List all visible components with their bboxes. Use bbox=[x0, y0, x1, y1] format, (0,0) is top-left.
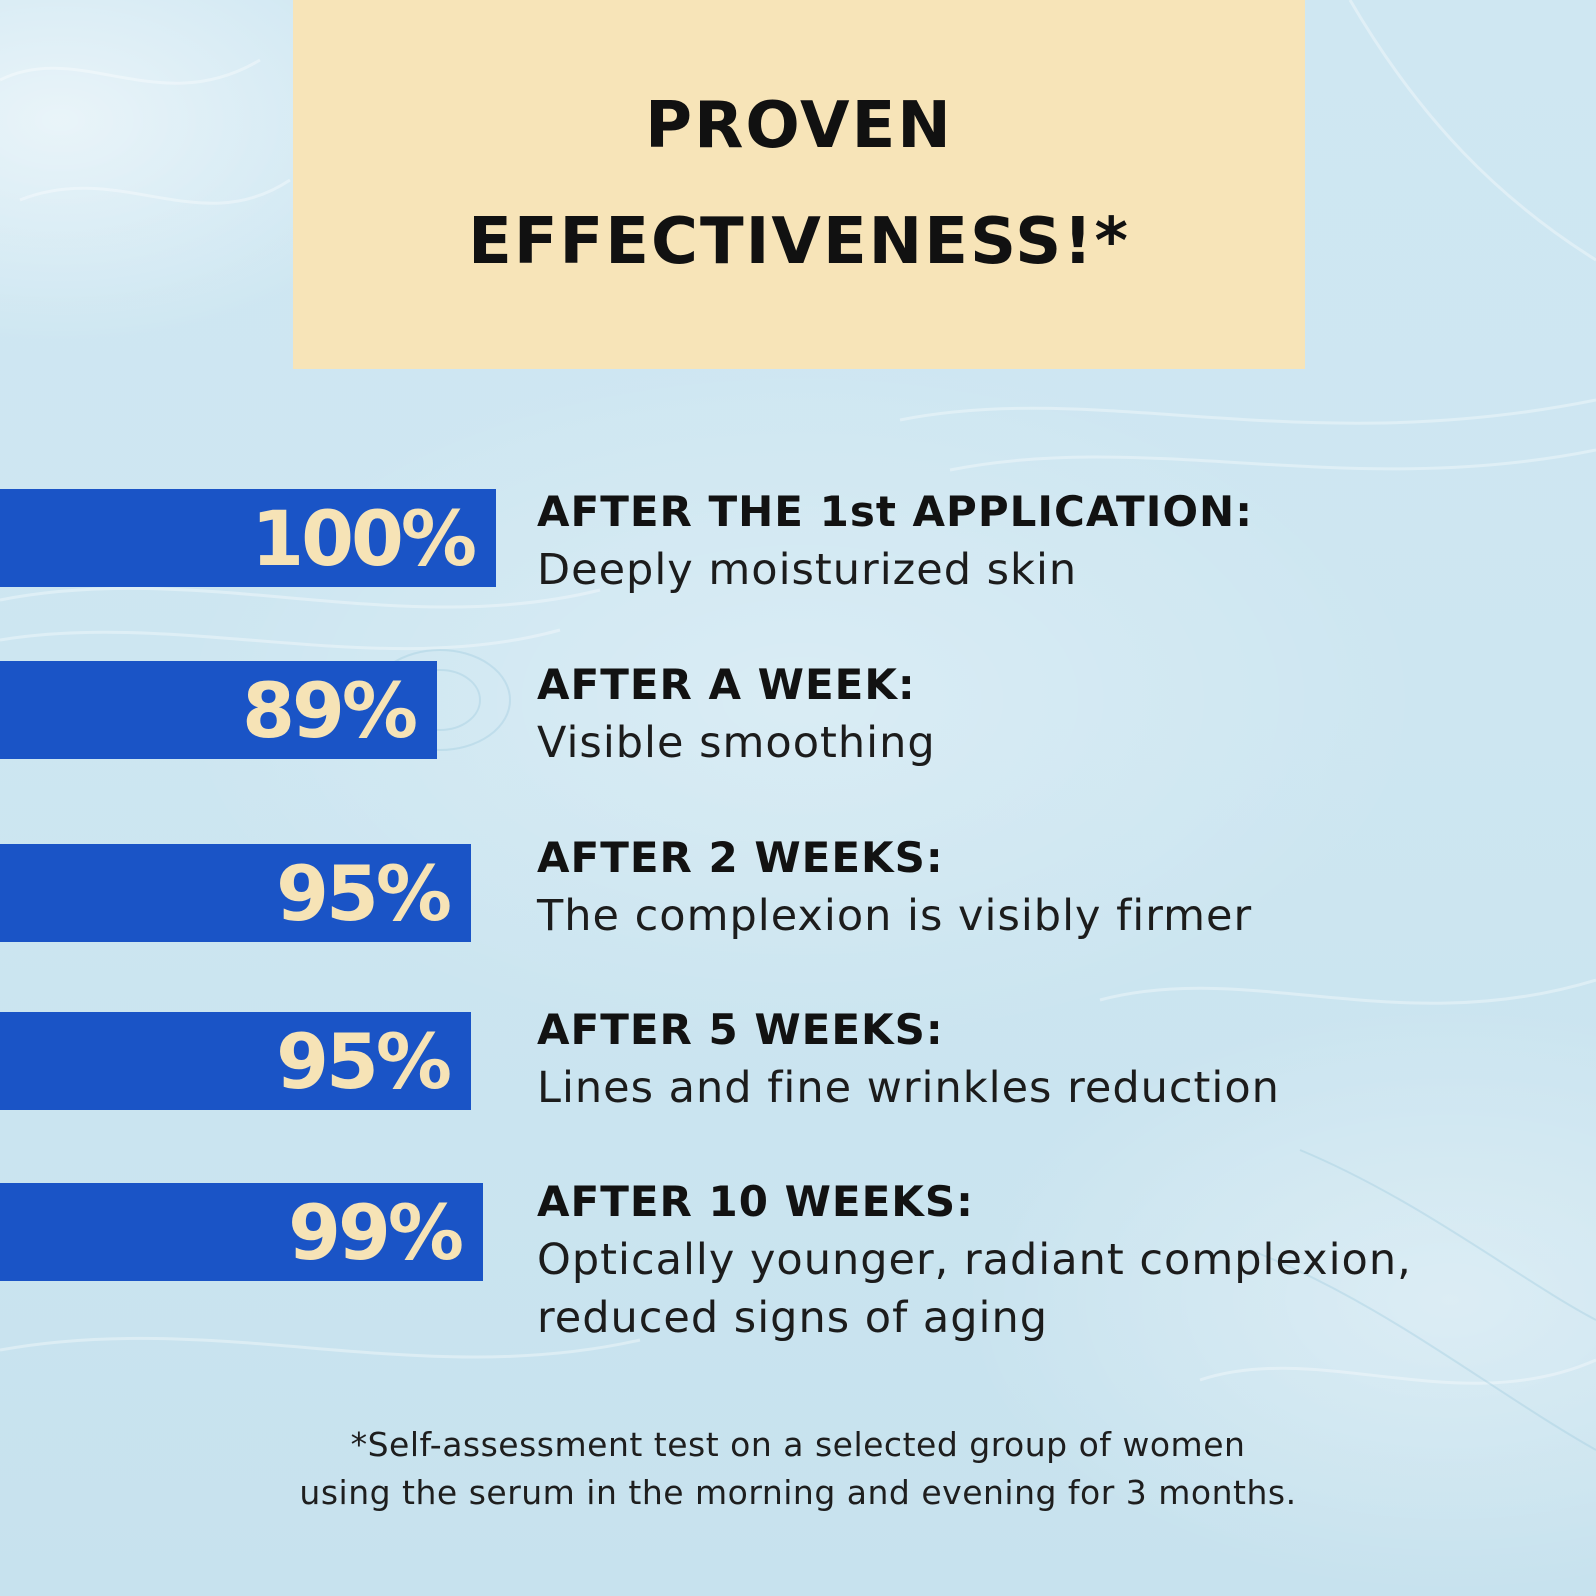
stat-heading-4: AFTER 5 WEEKS: bbox=[537, 1005, 944, 1054]
stat-description-1: Deeply moisturized skin bbox=[537, 545, 1078, 595]
stat-bar-4: 95% bbox=[0, 1012, 471, 1110]
stat-bar-5: 99% bbox=[0, 1183, 483, 1281]
stat-bar-3: 95% bbox=[0, 844, 471, 942]
stat-value-5: 99% bbox=[288, 1187, 464, 1277]
footnote-line-2: using the serum in the morning and eveni… bbox=[299, 1473, 1297, 1512]
stat-description-5-line-1: Optically younger, radiant complexion, bbox=[537, 1235, 1412, 1285]
stat-heading-3: AFTER 2 WEEKS: bbox=[537, 833, 944, 882]
stat-bar-2: 89% bbox=[0, 661, 437, 759]
stat-value-4: 95% bbox=[276, 1016, 452, 1106]
stat-text-3: AFTER 2 WEEKS: The complexion is visibly… bbox=[537, 829, 1557, 945]
page-title-line-1: PROVEN bbox=[645, 89, 953, 164]
stat-text-4: AFTER 5 WEEKS: Lines and fine wrinkles r… bbox=[537, 1001, 1557, 1117]
stat-description-5-line-2: reduced signs of aging bbox=[537, 1293, 1049, 1343]
stat-text-5: AFTER 10 WEEKS: Optically younger, radia… bbox=[537, 1173, 1557, 1347]
stat-description-2: Visible smoothing bbox=[537, 718, 936, 768]
stat-value-3: 95% bbox=[276, 848, 452, 938]
title-banner: PROVEN EFFECTIVENESS!* bbox=[293, 0, 1305, 369]
stat-bar-1: 100% bbox=[0, 489, 496, 587]
stat-heading-1: AFTER THE 1st APPLICATION: bbox=[537, 487, 1253, 536]
stat-description-4: Lines and fine wrinkles reduction bbox=[537, 1063, 1280, 1113]
stat-value-2: 89% bbox=[242, 665, 418, 755]
stat-text-2: AFTER A WEEK: Visible smoothing bbox=[537, 656, 1557, 772]
stat-heading-5: AFTER 10 WEEKS: bbox=[537, 1177, 974, 1226]
footnote: *Self-assessment test on a selected grou… bbox=[200, 1421, 1396, 1517]
stat-value-1: 100% bbox=[251, 493, 477, 583]
stat-description-3: The complexion is visibly firmer bbox=[537, 891, 1253, 941]
footnote-line-1: *Self-assessment test on a selected grou… bbox=[350, 1425, 1246, 1464]
stat-text-1: AFTER THE 1st APPLICATION: Deeply moistu… bbox=[537, 483, 1557, 599]
stat-heading-2: AFTER A WEEK: bbox=[537, 660, 916, 709]
page-title-line-2: EFFECTIVENESS!* bbox=[468, 204, 1130, 279]
